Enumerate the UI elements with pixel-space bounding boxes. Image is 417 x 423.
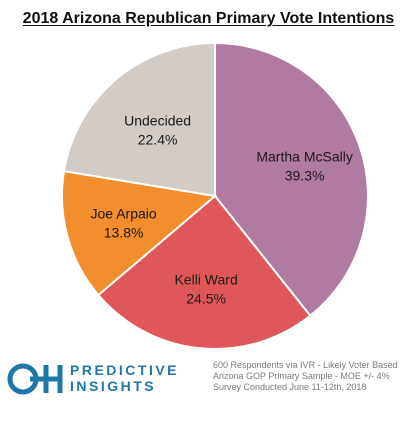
logo-line-1: PREDICTIVE	[70, 362, 180, 378]
chart-title: 2018 Arizona Republican Primary Vote Int…	[22, 10, 395, 27]
predictive-insights-logo: PREDICTIVE INSIGHTS	[6, 360, 206, 400]
slice-label-kelli-ward: Kelli Ward	[174, 271, 237, 287]
slice-value-martha-mcsally: 39.3%	[285, 168, 325, 184]
logo-line-2: INSIGHTS	[70, 378, 157, 394]
footnote-line-2: Arizona GOP Primary Sample - MOE +/- 4%	[213, 371, 390, 381]
pie-slice-martha-mcsally	[214, 41, 369, 318]
slice-value-kelli-ward: 24.5%	[186, 290, 226, 306]
footnote-line-3: Survey Conducted June 11-12th, 2018	[213, 382, 367, 392]
oh-logo-icon	[7, 363, 63, 395]
pie-slice-joe-arpaio	[61, 169, 218, 297]
pie-slice-undecided	[62, 41, 216, 198]
survey-footnote: 600 Respondents via IVR - Likely Voter B…	[213, 360, 413, 393]
pie-slice-kelli-ward	[96, 194, 312, 351]
footnote-line-1: 600 Respondents via IVR - Likely Voter B…	[213, 360, 398, 370]
slice-label-joe-arpaio: Joe Arpaio	[91, 205, 157, 221]
slice-value-undecided: 22.4%	[138, 131, 178, 147]
slice-label-martha-mcsally: Martha McSally	[256, 149, 352, 165]
logo-wordmark: PREDICTIVE INSIGHTS	[70, 362, 179, 394]
slice-label-undecided: Undecided	[124, 112, 191, 128]
pie-chart: Martha McSally 39.3% Kelli Ward 24.5% Joe Ar…	[61, 41, 369, 351]
slice-value-joe-arpaio: 13.8%	[104, 224, 144, 240]
